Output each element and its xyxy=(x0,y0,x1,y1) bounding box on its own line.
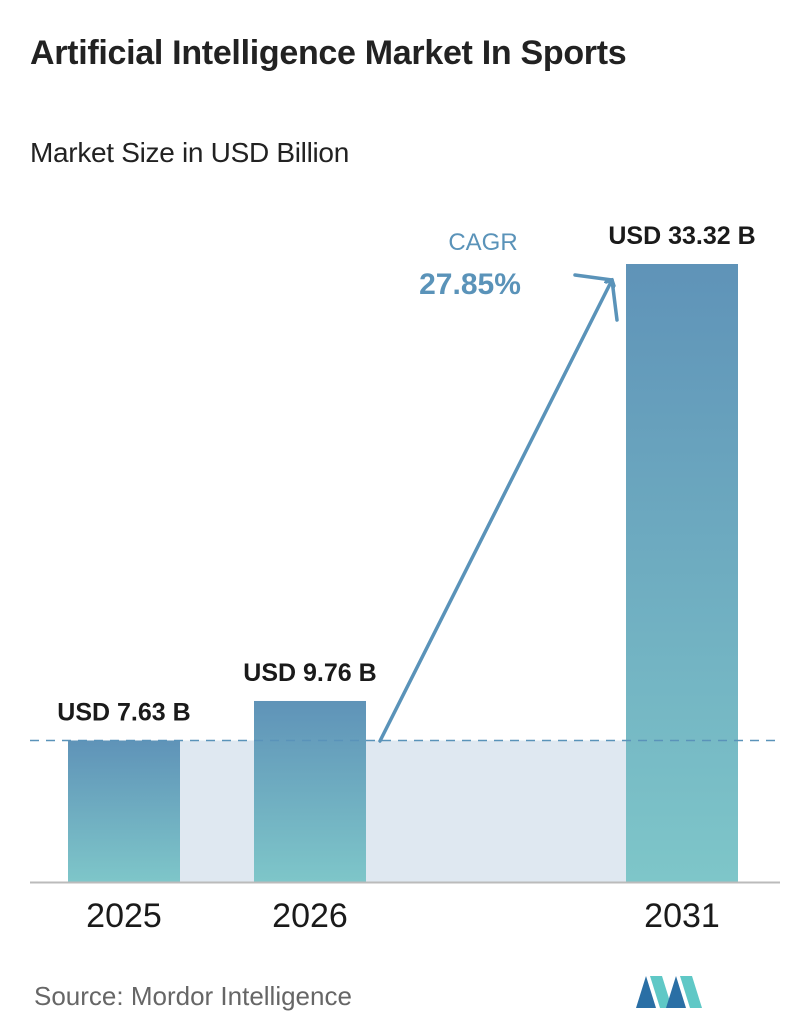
bar-2025 xyxy=(68,740,180,882)
label-layer: 2025 USD 7.63 B 2026 USD 9.76 B 2031 USD 33.3… xyxy=(57,222,755,935)
chart-subtitle: Market Size in USD Billion xyxy=(30,137,349,168)
x-tick-label: 2025 xyxy=(86,897,162,935)
cagr-arrow-head xyxy=(573,273,619,322)
data-label: USD 7.63 B xyxy=(57,698,190,726)
cagr-arrow xyxy=(378,280,612,743)
cagr-label: CAGR xyxy=(448,229,517,256)
reference-layer xyxy=(30,739,780,884)
bar-2031 xyxy=(626,264,738,882)
bar-layer xyxy=(68,264,738,882)
bar-chart: 2025 USD 7.63 B 2026 USD 9.76 B 2031 USD 33.3… xyxy=(30,222,780,935)
source-note: Source: Mordor Intelligence xyxy=(34,981,352,1011)
x-tick-label: 2026 xyxy=(272,897,348,935)
x-tick-label: 2031 xyxy=(644,897,720,935)
reference-band xyxy=(180,740,626,882)
band-layer xyxy=(180,740,626,882)
data-label: USD 33.32 B xyxy=(608,222,755,250)
bar-2026 xyxy=(254,700,366,882)
chart-title: Artificial Intelligence Market In Sports xyxy=(30,34,627,72)
mordor-logo-icon xyxy=(636,976,702,1008)
data-label: USD 9.76 B xyxy=(243,659,376,687)
cagr-value: 27.85% xyxy=(419,268,521,301)
